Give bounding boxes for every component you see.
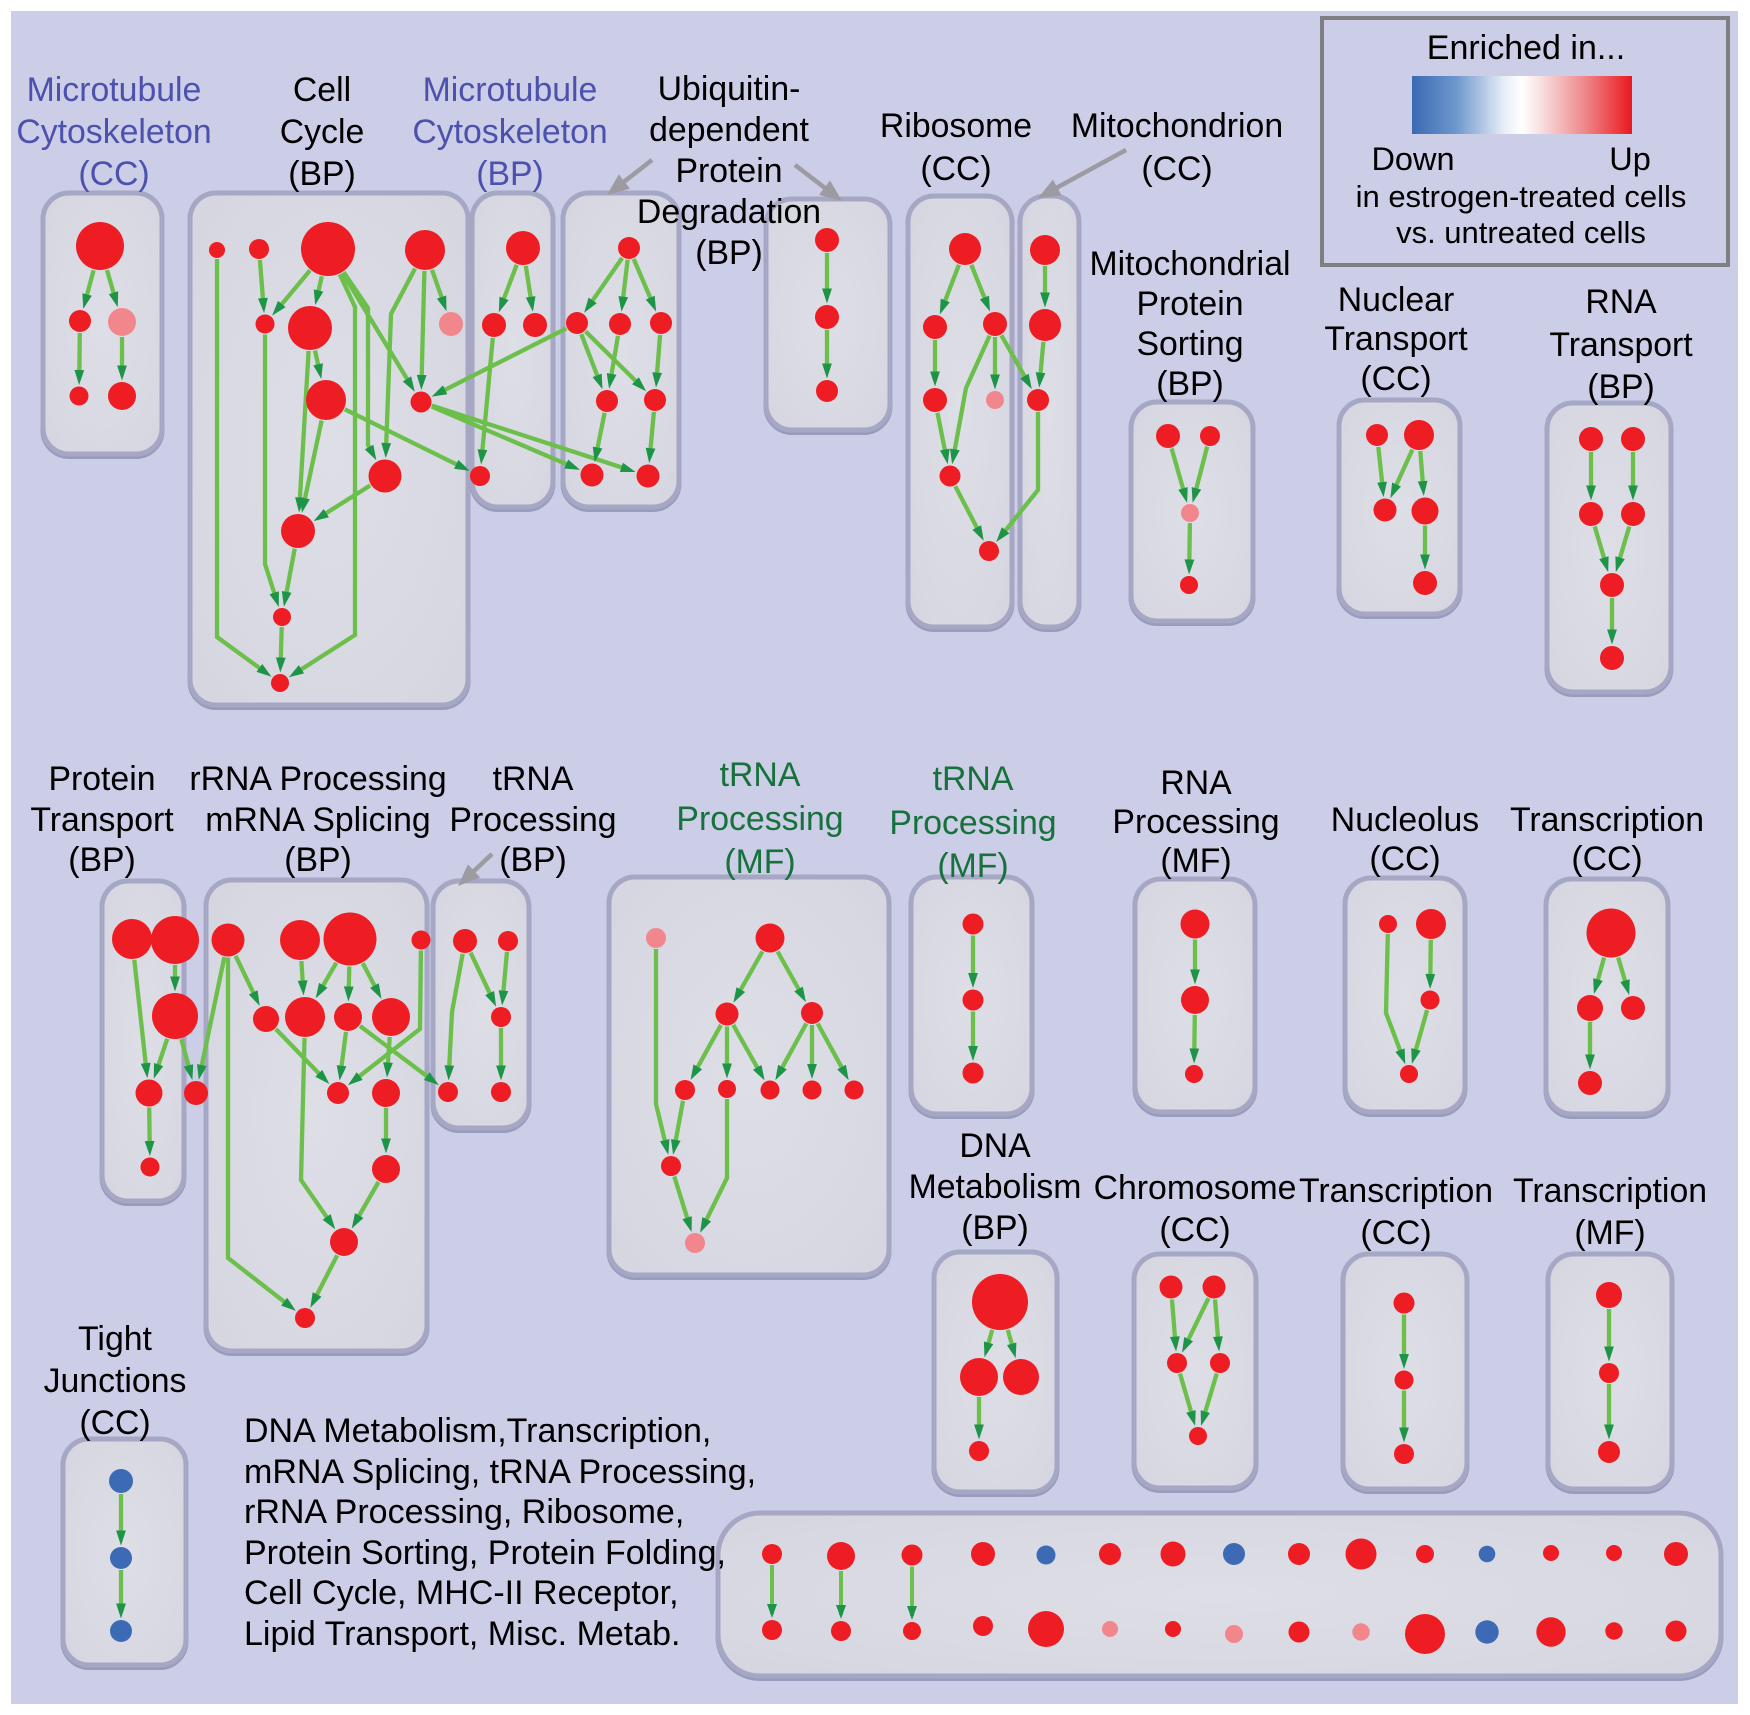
svg-text:(CC): (CC) <box>1369 840 1440 878</box>
svg-text:(BP): (BP) <box>288 155 356 193</box>
svg-text:Protein: Protein <box>48 760 155 798</box>
svg-text:(CC): (CC) <box>1571 840 1642 878</box>
svg-text:Protein: Protein <box>675 152 782 190</box>
svg-text:in estrogen-treated cells: in estrogen-treated cells <box>1356 179 1687 214</box>
svg-text:Cell: Cell <box>293 71 351 109</box>
svg-text:(CC): (CC) <box>920 150 991 188</box>
svg-text:Microtubule: Microtubule <box>423 71 598 109</box>
svg-text:Cycle: Cycle <box>280 113 365 151</box>
svg-text:Processing: Processing <box>676 800 843 838</box>
svg-text:(CC): (CC) <box>79 1404 150 1442</box>
svg-text:mRNA Splicing: mRNA Splicing <box>205 801 430 839</box>
svg-text:Lipid Transport, Misc. Metab.: Lipid Transport, Misc. Metab. <box>244 1615 681 1653</box>
svg-text:Transport: Transport <box>1324 320 1468 358</box>
svg-text:Nuclear: Nuclear <box>1338 281 1454 319</box>
svg-text:Cytoskeleton: Cytoskeleton <box>412 113 607 151</box>
svg-text:Degradation: Degradation <box>637 193 821 231</box>
svg-text:rRNA Processing, Ribosome,: rRNA Processing, Ribosome, <box>244 1493 684 1531</box>
svg-text:(BP): (BP) <box>695 234 763 272</box>
svg-text:Transport: Transport <box>30 801 174 839</box>
svg-text:Down: Down <box>1371 141 1454 177</box>
svg-text:(CC): (CC) <box>78 155 149 193</box>
svg-text:Junctions: Junctions <box>44 1362 187 1400</box>
svg-text:Protein: Protein <box>1136 285 1243 323</box>
svg-text:RNA: RNA <box>1585 283 1657 321</box>
svg-text:Cytoskeleton: Cytoskeleton <box>16 113 211 151</box>
svg-text:Metabolism: Metabolism <box>909 1168 1082 1206</box>
svg-text:Mitochondrion: Mitochondrion <box>1071 107 1283 145</box>
svg-text:Sorting: Sorting <box>1136 325 1243 363</box>
svg-text:Chromosome: Chromosome <box>1094 1169 1297 1207</box>
svg-text:(MF): (MF) <box>1160 842 1231 880</box>
svg-text:dependent: dependent <box>649 111 809 149</box>
svg-text:Processing: Processing <box>1112 803 1279 841</box>
svg-text:Up: Up <box>1609 141 1651 177</box>
svg-text:(BP): (BP) <box>68 841 136 879</box>
svg-text:rRNA Processing: rRNA Processing <box>189 760 446 798</box>
svg-text:tRNA: tRNA <box>720 756 801 794</box>
svg-text:(BP): (BP) <box>961 1209 1029 1247</box>
svg-text:Nucleolus: Nucleolus <box>1331 801 1479 839</box>
svg-text:(CC): (CC) <box>1159 1211 1230 1249</box>
svg-text:Cell Cycle, MHC-II Receptor,: Cell Cycle, MHC-II Receptor, <box>244 1574 679 1612</box>
svg-text:(CC): (CC) <box>1360 1214 1431 1252</box>
svg-text:Transport: Transport <box>1549 326 1693 364</box>
svg-text:(CC): (CC) <box>1360 360 1431 398</box>
svg-text:(BP): (BP) <box>1156 365 1224 403</box>
svg-text:(BP): (BP) <box>499 841 567 879</box>
svg-text:Protein Sorting, Protein Foldi: Protein Sorting, Protein Folding, <box>244 1534 726 1572</box>
svg-text:mRNA Splicing, tRNA Processing: mRNA Splicing, tRNA Processing, <box>244 1453 756 1491</box>
svg-text:Microtubule: Microtubule <box>27 71 202 109</box>
svg-text:Enriched in...: Enriched in... <box>1427 29 1625 67</box>
svg-text:vs. untreated cells: vs. untreated cells <box>1396 215 1646 250</box>
svg-text:Ribosome: Ribosome <box>880 107 1032 145</box>
svg-text:RNA: RNA <box>1160 764 1232 802</box>
svg-text:Mitochondrial: Mitochondrial <box>1090 245 1291 283</box>
svg-text:(BP): (BP) <box>284 841 352 879</box>
svg-text:Transcription: Transcription <box>1299 1172 1493 1210</box>
svg-text:Processing: Processing <box>889 804 1056 842</box>
svg-text:tRNA: tRNA <box>493 760 574 798</box>
svg-text:(CC): (CC) <box>1141 150 1212 188</box>
svg-text:DNA: DNA <box>959 1127 1031 1165</box>
svg-text:Ubiquitin-: Ubiquitin- <box>658 70 801 108</box>
svg-text:Processing: Processing <box>449 801 616 839</box>
svg-text:tRNA: tRNA <box>933 760 1014 798</box>
svg-text:(BP): (BP) <box>476 155 544 193</box>
svg-text:(MF): (MF) <box>937 847 1008 885</box>
svg-text:(BP): (BP) <box>1587 368 1655 406</box>
svg-text:Transcription: Transcription <box>1510 801 1704 839</box>
svg-text:(MF): (MF) <box>724 843 795 881</box>
svg-text:DNA Metabolism,Transcription,: DNA Metabolism,Transcription, <box>244 1412 711 1450</box>
svg-text:Tight: Tight <box>78 1320 152 1358</box>
svg-text:(MF): (MF) <box>1574 1214 1645 1252</box>
svg-text:Transcription: Transcription <box>1513 1172 1707 1210</box>
